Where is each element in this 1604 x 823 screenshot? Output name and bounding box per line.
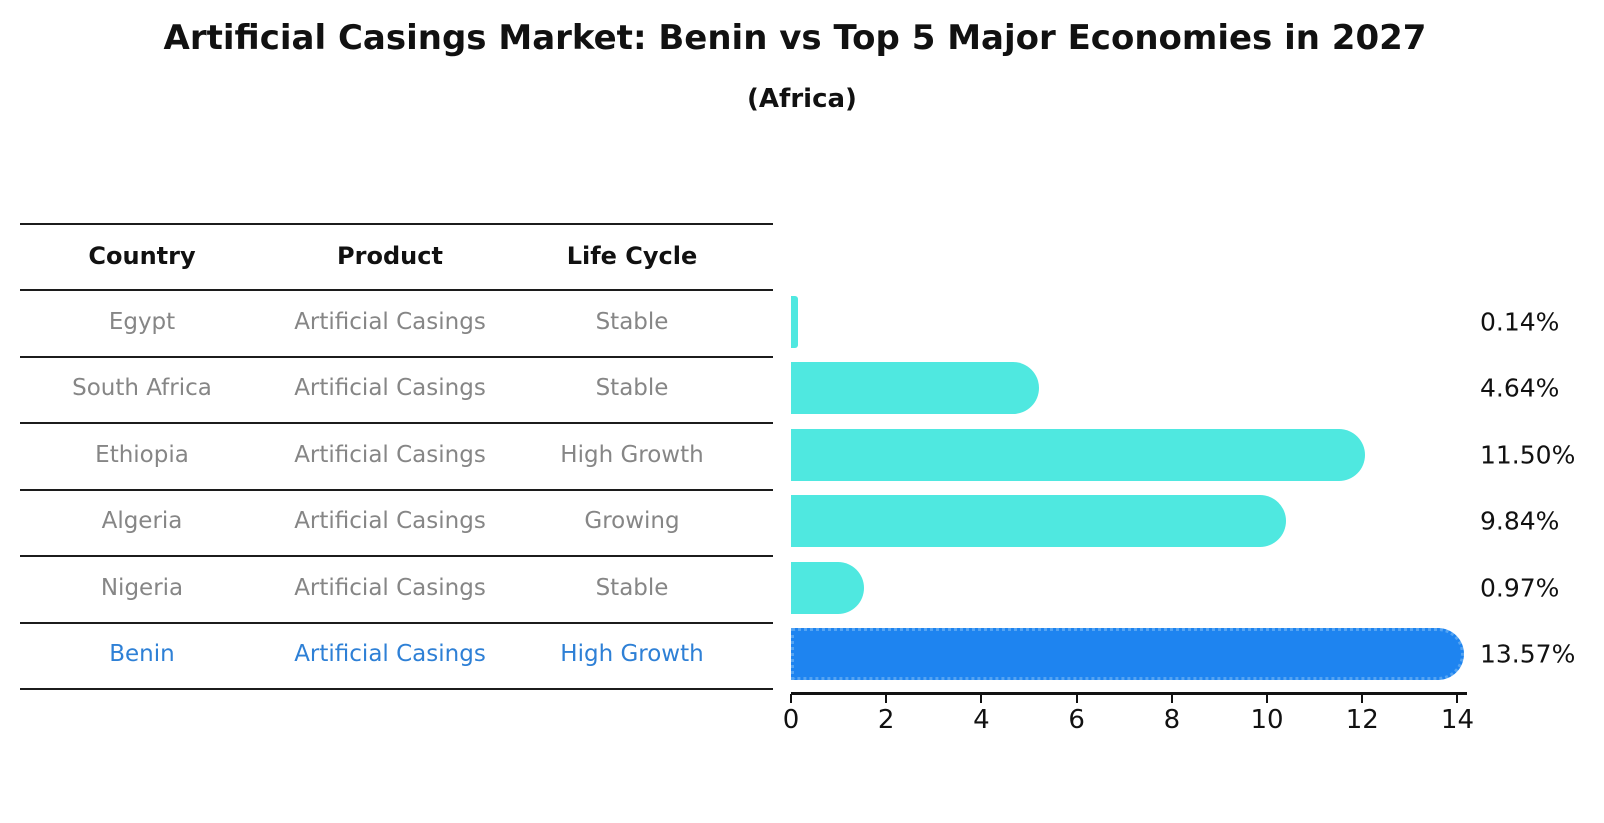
bar-value-label: 4.64%	[1480, 373, 1560, 403]
table-grid-line	[20, 489, 773, 491]
x-tick-mark	[1266, 694, 1269, 703]
cell-life-cycle: High Growth	[560, 442, 704, 468]
x-tick-label: 14	[1440, 705, 1475, 735]
x-tick-label: 4	[973, 705, 990, 735]
cell-product: Artificial Casings	[294, 442, 486, 468]
bar-algeria	[791, 495, 1287, 547]
x-tick-mark	[1361, 694, 1364, 703]
bar-south-africa	[791, 362, 1039, 414]
x-tick-label: 2	[877, 705, 895, 735]
bar-benin	[791, 628, 1464, 680]
cell-product: Artificial Casings	[294, 309, 486, 335]
cell-country: Egypt	[108, 309, 176, 335]
chart-title: Artificial Casings Market: Benin vs Top …	[163, 18, 1427, 58]
cell-product: Artificial Casings	[294, 575, 486, 601]
column-header: Product	[337, 242, 443, 270]
cell-life-cycle: Stable	[595, 375, 669, 401]
country-table: Country Product Life Cycle Egypt Artificial …	[20, 223, 773, 690]
table-grid-line	[20, 555, 773, 557]
cell-life-cycle: Stable	[595, 309, 669, 335]
x-tick-mark	[980, 694, 983, 703]
table-grid-line	[20, 289, 773, 291]
table-grid-line	[20, 422, 773, 424]
table-grid-line	[20, 356, 773, 358]
x-tick-mark	[790, 694, 792, 703]
bar-value-label: 11.50%	[1480, 440, 1576, 470]
cell-country: South Africa	[72, 375, 212, 401]
bar-value-label: 0.14%	[1480, 307, 1560, 337]
cell-country: Ethiopia	[95, 442, 189, 468]
bar-value-label: 9.84%	[1480, 506, 1560, 536]
bar-egypt	[791, 296, 798, 348]
x-tick-mark	[1456, 694, 1459, 703]
cell-country: Algeria	[101, 508, 183, 534]
cell-product: Artificial Casings	[294, 375, 486, 401]
table-grid-line	[20, 223, 773, 225]
x-tick-label: 8	[1163, 705, 1181, 735]
x-tick-label: 10	[1250, 705, 1284, 735]
table-grid-line	[20, 688, 773, 690]
x-tick-mark	[1075, 694, 1078, 703]
cell-life-cycle: Stable	[595, 575, 669, 601]
bar-value-label: 13.57%	[1480, 639, 1576, 669]
cell-product: Artificial Casings	[294, 508, 486, 534]
x-tick-label: 12	[1345, 705, 1379, 735]
x-tick-label: 6	[1068, 705, 1085, 735]
cell-country: Benin	[109, 641, 175, 667]
x-tick-label: 0	[782, 705, 800, 735]
cell-life-cycle: High Growth	[560, 641, 704, 667]
bar-ethiopia	[791, 429, 1366, 481]
cell-life-cycle: Growing	[584, 508, 680, 534]
x-tick-mark	[885, 694, 888, 703]
table-grid-line	[20, 622, 773, 624]
chart-subtitle: (Africa)	[747, 84, 857, 114]
cell-product: Artificial Casings	[294, 641, 486, 667]
column-header: Life Cycle	[566, 242, 698, 270]
bar-value-label: 0.97%	[1480, 573, 1560, 603]
bar-nigeria	[791, 562, 865, 614]
x-axis-line	[791, 692, 1467, 695]
x-tick-mark	[1170, 694, 1173, 703]
cell-country: Nigeria	[100, 575, 184, 601]
column-header: Country	[88, 242, 196, 270]
